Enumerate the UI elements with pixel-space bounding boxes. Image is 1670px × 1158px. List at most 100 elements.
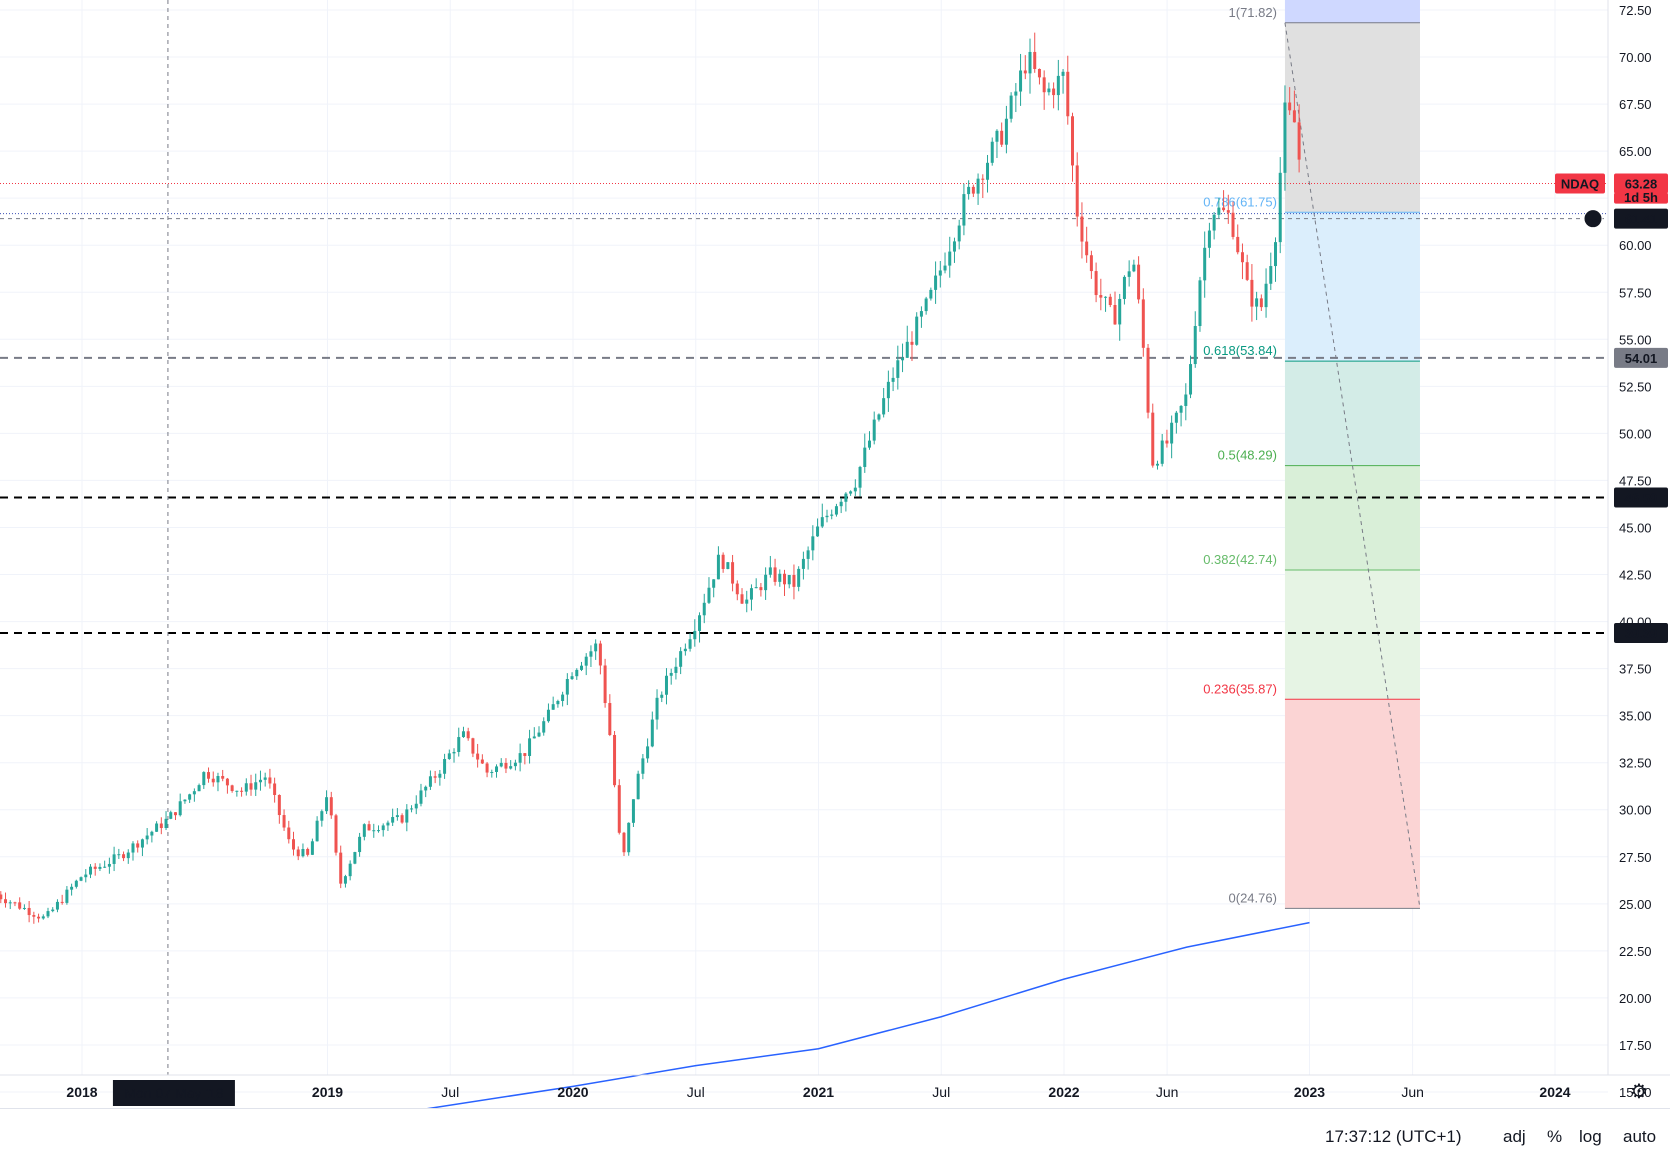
candle-body: [112, 854, 116, 864]
chart-area[interactable]: 1(71.82) 0.786(61.75) 0.618(53.84) 0.5(48.2…: [0, 0, 1670, 1108]
candle-body: [457, 737, 461, 752]
candle-body: [1118, 298, 1122, 325]
candle-body: [310, 841, 314, 855]
candle-body: [886, 381, 890, 399]
candle-body: [428, 776, 432, 787]
price-tick-label: 42.50: [1619, 568, 1652, 583]
candle-body: [1226, 210, 1230, 213]
fib-level-label: 0.618(53.84): [1203, 343, 1277, 358]
candle-body: [598, 643, 602, 666]
candle-body: [466, 731, 470, 739]
candle-body: [749, 588, 753, 600]
candle-body: [183, 799, 187, 802]
candle-body: [759, 587, 763, 591]
settings-gear-icon[interactable]: ⚙: [1630, 1081, 1648, 1103]
candle-body: [849, 491, 853, 494]
candle-body: [877, 414, 881, 420]
candle-body: [863, 447, 867, 467]
candle-body: [37, 916, 41, 919]
price-label-box: [1614, 192, 1668, 204]
candle-body: [575, 669, 579, 677]
fib-zone: [1284, 212, 1420, 362]
candle-body: [325, 797, 329, 812]
price-label-text: NDAQ: [1561, 176, 1599, 191]
candle-body: [768, 567, 772, 575]
candle-body: [721, 554, 725, 569]
candle-body: [693, 630, 697, 640]
time-tick-label: 2022: [1048, 1084, 1079, 1100]
auto-toggle[interactable]: auto: [1623, 1127, 1657, 1146]
candle-body: [438, 773, 442, 778]
candle-body: [589, 651, 593, 657]
fib-zone: [1284, 465, 1420, 571]
plus-icon: +: [1589, 212, 1597, 227]
price-label-box: [1614, 173, 1668, 194]
price-label-box: [1614, 623, 1668, 644]
candle-body: [292, 839, 296, 850]
candle-body: [1127, 271, 1131, 277]
candle-body: [1151, 412, 1155, 466]
candle-body: [1288, 102, 1292, 111]
candle-body: [1033, 51, 1037, 69]
candle-body: [546, 709, 550, 722]
candle-body: [197, 785, 201, 792]
candle-body: [1146, 347, 1150, 413]
candle-body: [51, 909, 55, 912]
candle-body: [287, 827, 291, 840]
fib-level-label: 0.786(61.75): [1203, 194, 1277, 209]
candle-body: [1047, 88, 1051, 93]
price-tick-label: 20.00: [1619, 991, 1652, 1006]
candle-body: [660, 694, 664, 698]
price-axis[interactable]: [1608, 0, 1670, 1075]
candle-body: [169, 812, 173, 819]
candle-body: [65, 889, 69, 903]
candle-body: [136, 843, 140, 848]
candle-body: [1075, 165, 1079, 217]
candle-body: [1184, 394, 1188, 406]
time-tick-label: Jul: [441, 1084, 459, 1100]
price-tick-label: 60.00: [1619, 238, 1652, 253]
candle-body: [277, 794, 281, 816]
candle-body: [650, 719, 654, 747]
candle-body: [88, 866, 92, 875]
candle-body: [1155, 463, 1159, 466]
candle-body: [858, 466, 862, 488]
candle-body: [211, 778, 215, 783]
candle-body: [93, 866, 97, 869]
candle-body: [155, 823, 159, 832]
candle-body: [962, 194, 966, 226]
candle-body: [594, 643, 598, 652]
candle-body: [509, 766, 513, 769]
crosshair-date-box: [112, 1080, 235, 1106]
log-toggle[interactable]: log: [1579, 1127, 1602, 1146]
candle-body: [929, 289, 933, 299]
add-alert-icon[interactable]: [1583, 209, 1603, 229]
candle-body: [1104, 296, 1108, 298]
candle-body: [461, 731, 465, 738]
adj-toggle[interactable]: adj: [1503, 1127, 1526, 1146]
candle-body: [159, 823, 163, 829]
candle-body: [122, 854, 126, 859]
candle-body: [244, 783, 248, 792]
status-bar: 17:37:12 (UTC+1) adj % log auto: [0, 1108, 1670, 1158]
price-label-text: 39.39: [1625, 626, 1658, 641]
percent-toggle[interactable]: %: [1547, 1127, 1563, 1146]
candle-body: [1042, 77, 1046, 93]
candle-body: [787, 574, 791, 585]
candle-body: [1132, 264, 1136, 272]
candle-body: [1189, 364, 1193, 395]
candle-body: [532, 736, 536, 739]
price-tick-label: 72.50: [1619, 3, 1652, 18]
fib-zone: [1284, 699, 1420, 909]
candle-body: [712, 579, 716, 588]
candle-body: [1099, 295, 1103, 298]
candle-body: [641, 758, 645, 774]
candle-body: [631, 799, 635, 823]
candle-body: [1207, 230, 1211, 248]
candle-body: [447, 753, 451, 759]
candle-body: [362, 824, 366, 837]
price-tick-label: 55.00: [1619, 332, 1652, 347]
candle-body: [4, 899, 8, 904]
candle-body: [825, 515, 829, 518]
candle-body: [891, 377, 895, 382]
